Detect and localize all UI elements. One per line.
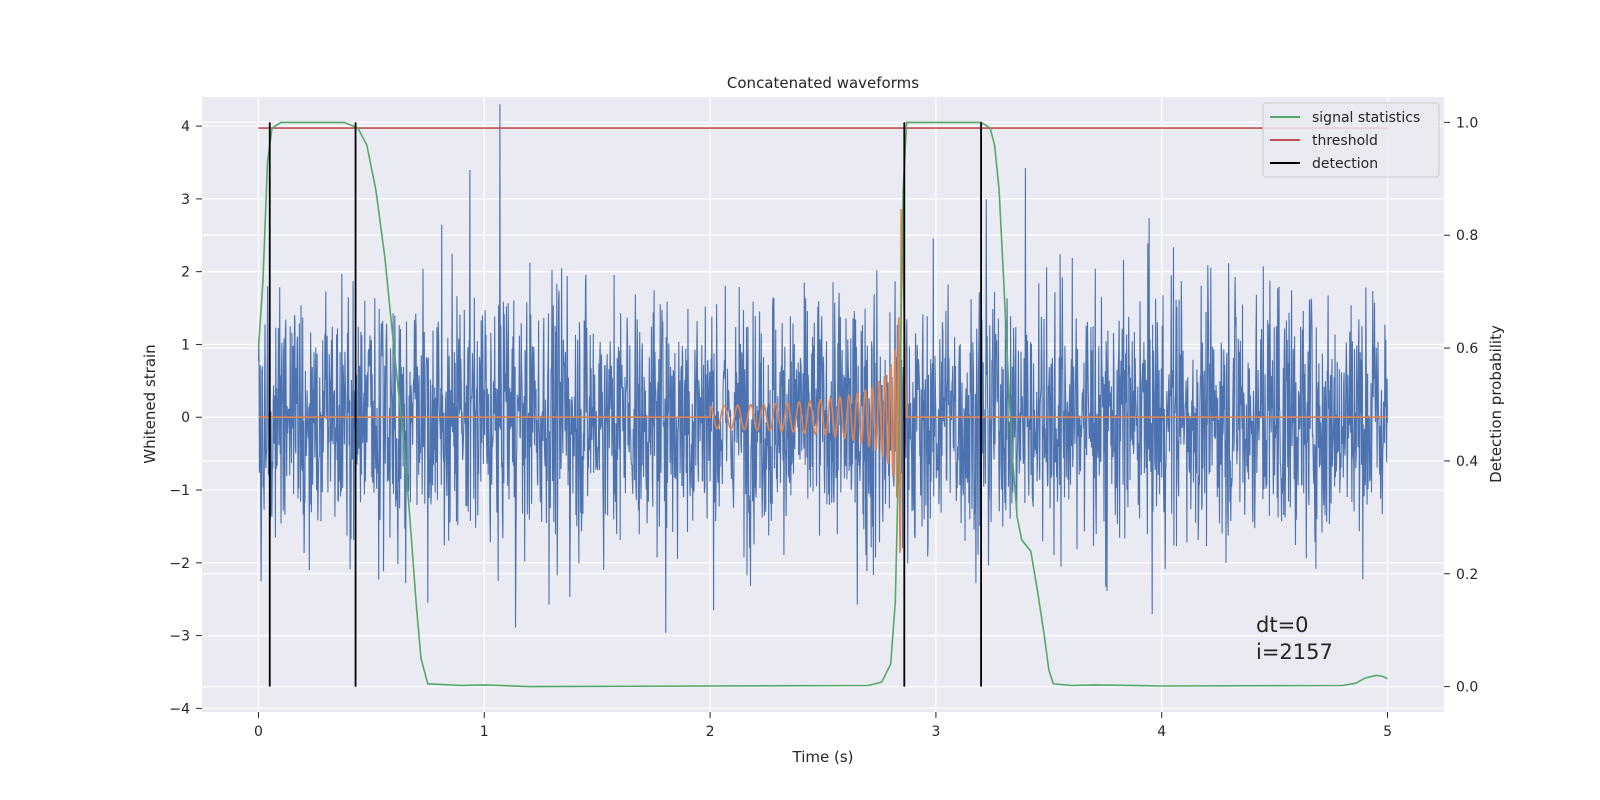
right-tick-label-2: 0.4	[1456, 454, 1478, 470]
x-axis-ticks: 0 1 2 3 4 5	[254, 712, 1392, 740]
chart-title: Concatenated waveforms	[727, 74, 919, 92]
probability-layer	[257, 121, 1388, 688]
injected-signal-line	[258, 209, 1388, 553]
x-axis-label: Time (s)	[792, 748, 854, 766]
right-axis-ticks: 0.0 0.2 0.4 0.6 0.8 1.0	[1444, 115, 1478, 696]
detection-lines	[268, 122, 982, 687]
x-tick-label-4: 4	[1157, 724, 1166, 740]
annotation-index: i=2157	[1256, 640, 1333, 664]
y-axis-right-label: Detection probability	[1487, 325, 1505, 483]
left-tick-label-1: −3	[169, 629, 190, 645]
x-tick-label-1: 1	[480, 724, 489, 740]
right-tick-label-4: 0.8	[1456, 228, 1478, 244]
x-tick-label-0: 0	[254, 724, 263, 740]
left-tick-label-0: −4	[169, 701, 190, 717]
strain-line	[257, 104, 1389, 633]
x-tick-label-2: 2	[706, 724, 715, 740]
left-tick-label-5: 1	[181, 337, 190, 353]
left-tick-label-7: 3	[181, 192, 190, 208]
left-axis-ticks: −4 −3 −2 −1 0 1 2 3 4	[169, 119, 202, 717]
left-tick-label-8: 4	[181, 119, 190, 135]
legend: signal statistics threshold detection	[1262, 102, 1440, 178]
legend-label-threshold: threshold	[1312, 133, 1378, 149]
legend-box	[1262, 102, 1440, 178]
annotation-dt: dt=0	[1256, 613, 1309, 637]
left-tick-label-3: −1	[169, 483, 190, 499]
strain-layer	[257, 104, 1389, 633]
left-tick-label-4: 0	[181, 410, 190, 426]
x-tick-label-3: 3	[931, 724, 940, 740]
right-tick-label-0: 0.0	[1456, 680, 1478, 696]
x-tick-label-5: 5	[1383, 724, 1392, 740]
right-tick-label-5: 1.0	[1456, 115, 1478, 131]
left-tick-label-2: −2	[169, 556, 190, 572]
legend-label-signal-statistics: signal statistics	[1312, 110, 1420, 126]
legend-label-detection: detection	[1312, 156, 1378, 172]
right-tick-label-1: 0.2	[1456, 567, 1478, 583]
right-tick-label-3: 0.6	[1456, 341, 1478, 357]
left-tick-label-6: 2	[181, 265, 190, 281]
y-axis-label: Whitened strain	[141, 344, 159, 463]
